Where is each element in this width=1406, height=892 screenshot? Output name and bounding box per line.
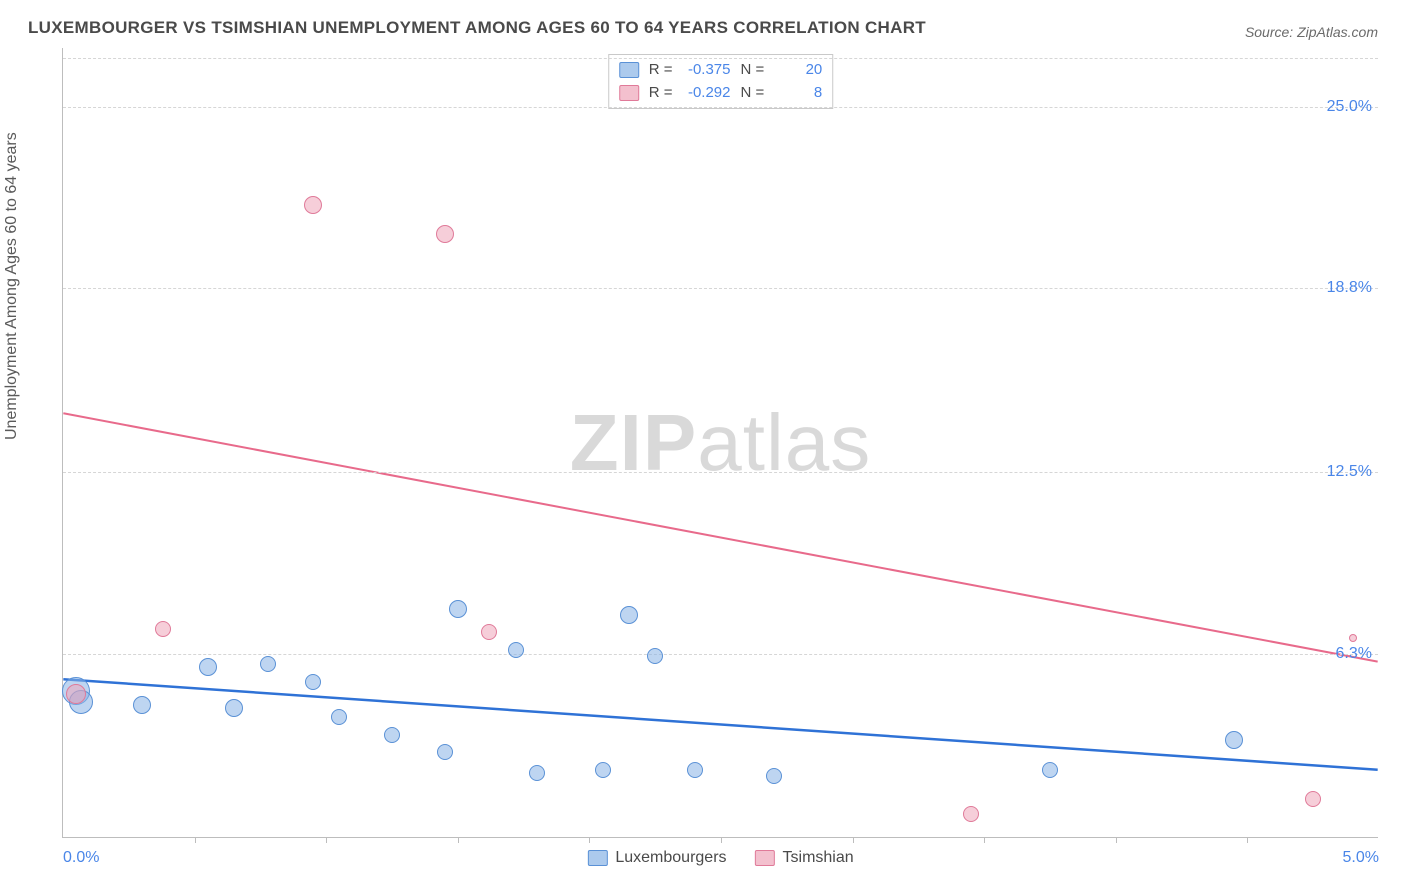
data-point bbox=[595, 762, 611, 778]
x-tick-label: 5.0% bbox=[1343, 849, 1379, 867]
data-point bbox=[481, 624, 497, 640]
data-point bbox=[766, 768, 782, 784]
data-point bbox=[529, 765, 545, 781]
swatch-blue bbox=[587, 850, 607, 866]
r-value-lux: -0.375 bbox=[683, 59, 731, 82]
n-label: N = bbox=[741, 82, 765, 105]
y-axis-label: Unemployment Among Ages 60 to 64 years bbox=[3, 132, 21, 440]
data-point bbox=[508, 642, 524, 658]
y-tick-label: 25.0% bbox=[1327, 98, 1372, 116]
trend-line bbox=[63, 679, 1377, 770]
legend-item-luxembourgers: Luxembourgers bbox=[587, 849, 726, 867]
legend-series: Luxembourgers Tsimshian bbox=[587, 849, 853, 867]
n-label: N = bbox=[741, 59, 765, 82]
swatch-pink bbox=[755, 850, 775, 866]
y-tick-label: 6.3% bbox=[1336, 645, 1372, 663]
gridline-h bbox=[63, 107, 1378, 108]
plot-area: ZIPatlas R = -0.375 N = 20 R = -0.292 N … bbox=[62, 48, 1378, 838]
swatch-blue bbox=[619, 62, 639, 78]
x-tick bbox=[721, 837, 722, 843]
x-tick-label: 0.0% bbox=[63, 849, 99, 867]
data-point bbox=[133, 696, 151, 714]
data-point bbox=[384, 727, 400, 743]
gridline-h bbox=[63, 472, 1378, 473]
data-point bbox=[225, 699, 243, 717]
r-value-tsi: -0.292 bbox=[683, 82, 731, 105]
swatch-pink bbox=[619, 85, 639, 101]
data-point bbox=[620, 606, 638, 624]
source-attribution: Source: ZipAtlas.com bbox=[1245, 24, 1378, 40]
legend-item-tsimshian: Tsimshian bbox=[755, 849, 854, 867]
data-point bbox=[1349, 634, 1357, 642]
data-point bbox=[1225, 731, 1243, 749]
legend-row-luxembourgers: R = -0.375 N = 20 bbox=[619, 59, 823, 82]
r-label: R = bbox=[649, 59, 673, 82]
data-point bbox=[963, 806, 979, 822]
data-point bbox=[647, 648, 663, 664]
data-point bbox=[305, 674, 321, 690]
data-point bbox=[260, 656, 276, 672]
trend-lines bbox=[63, 48, 1378, 837]
data-point bbox=[449, 600, 467, 618]
chart-title: LUXEMBOURGER VS TSIMSHIAN UNEMPLOYMENT A… bbox=[28, 18, 926, 38]
x-tick bbox=[458, 837, 459, 843]
data-point bbox=[687, 762, 703, 778]
y-tick-label: 18.8% bbox=[1327, 279, 1372, 297]
legend-row-tsimshian: R = -0.292 N = 8 bbox=[619, 82, 823, 105]
watermark: ZIPatlas bbox=[570, 397, 871, 489]
data-point bbox=[436, 225, 454, 243]
data-point bbox=[304, 196, 322, 214]
data-point bbox=[155, 621, 171, 637]
data-point bbox=[437, 744, 453, 760]
data-point bbox=[66, 684, 86, 704]
legend-correlation: R = -0.375 N = 20 R = -0.292 N = 8 bbox=[608, 54, 834, 109]
data-point bbox=[331, 709, 347, 725]
x-tick bbox=[589, 837, 590, 843]
data-point bbox=[199, 658, 217, 676]
x-tick bbox=[1116, 837, 1117, 843]
x-tick bbox=[195, 837, 196, 843]
legend-label: Luxembourgers bbox=[615, 849, 726, 867]
r-label: R = bbox=[649, 82, 673, 105]
data-point bbox=[1305, 791, 1321, 807]
data-point bbox=[1042, 762, 1058, 778]
gridline-h bbox=[63, 58, 1378, 59]
x-tick bbox=[853, 837, 854, 843]
trend-line bbox=[63, 413, 1377, 661]
n-value-lux: 20 bbox=[774, 59, 822, 82]
n-value-tsi: 8 bbox=[774, 82, 822, 105]
x-tick bbox=[326, 837, 327, 843]
gridline-h bbox=[63, 654, 1378, 655]
y-tick-label: 12.5% bbox=[1327, 463, 1372, 481]
x-tick bbox=[1247, 837, 1248, 843]
x-tick bbox=[984, 837, 985, 843]
gridline-h bbox=[63, 288, 1378, 289]
legend-label: Tsimshian bbox=[783, 849, 854, 867]
